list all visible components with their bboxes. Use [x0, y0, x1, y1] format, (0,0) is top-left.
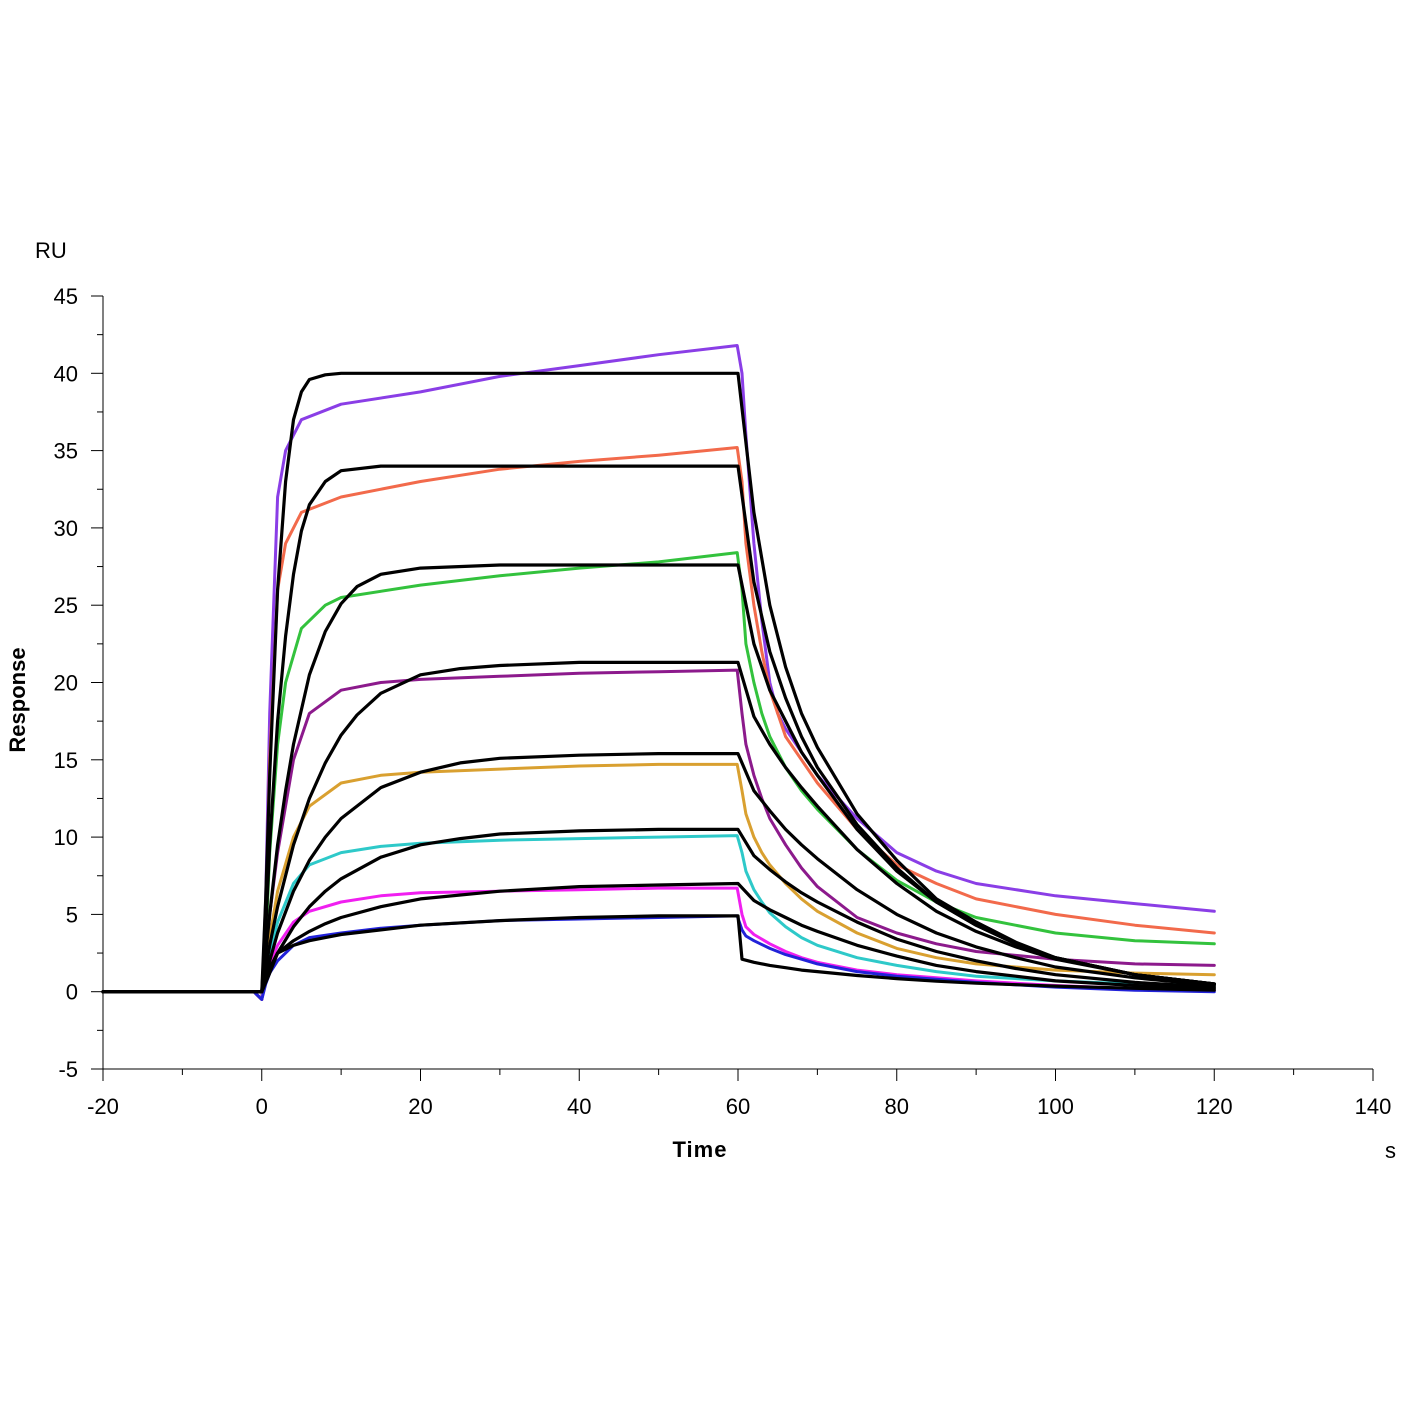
fit-curve-12: [101, 752, 1216, 994]
fit-curve-8: [101, 371, 1216, 994]
x-tick-label: 120: [1196, 1094, 1233, 1119]
series-layer: [101, 344, 1216, 1001]
fit-curve-15: [101, 914, 1216, 994]
axes: -5 0 5 10 15 20 25 30 35 40 45 -20 0 20 40 60 80 100 120 14…: [54, 284, 1392, 1119]
x-tick-label: 60: [726, 1094, 750, 1119]
y-tick-label: 10: [54, 825, 78, 850]
response-curve-4: [101, 762, 1216, 1001]
fit-curve-10: [101, 563, 1216, 994]
response-curve-0: [101, 344, 1216, 1001]
y-unit-label: RU: [35, 238, 67, 263]
y-tick-label: 0: [66, 980, 78, 1005]
y-axis-title: Response: [5, 647, 30, 752]
x-tick-label: 40: [567, 1094, 591, 1119]
fit-curve-11: [101, 660, 1216, 994]
y-tick-label: 25: [54, 593, 78, 618]
response-curve-5: [101, 834, 1216, 1001]
y-tick-label: -5: [58, 1057, 78, 1082]
x-tick-label: 140: [1355, 1094, 1392, 1119]
y-tick-label: 45: [54, 284, 78, 309]
y-tick-label: 5: [66, 902, 78, 927]
y-tick-label: 35: [54, 439, 78, 464]
x-axis-title: Time: [673, 1137, 728, 1162]
x-unit-label: s: [1385, 1138, 1396, 1163]
y-tick-label: 20: [54, 671, 78, 696]
x-tick-label: -20: [87, 1094, 119, 1119]
fit-curve-13: [101, 827, 1216, 994]
x-tick-label: 0: [256, 1094, 268, 1119]
x-tick-label: 80: [885, 1094, 909, 1119]
y-tick-label: 40: [54, 361, 78, 386]
y-tick-label: 15: [54, 748, 78, 773]
fit-curve-14: [101, 881, 1216, 994]
x-tick-label: 100: [1037, 1094, 1074, 1119]
x-tick-label: 20: [408, 1094, 432, 1119]
y-tick-label: 30: [54, 516, 78, 541]
